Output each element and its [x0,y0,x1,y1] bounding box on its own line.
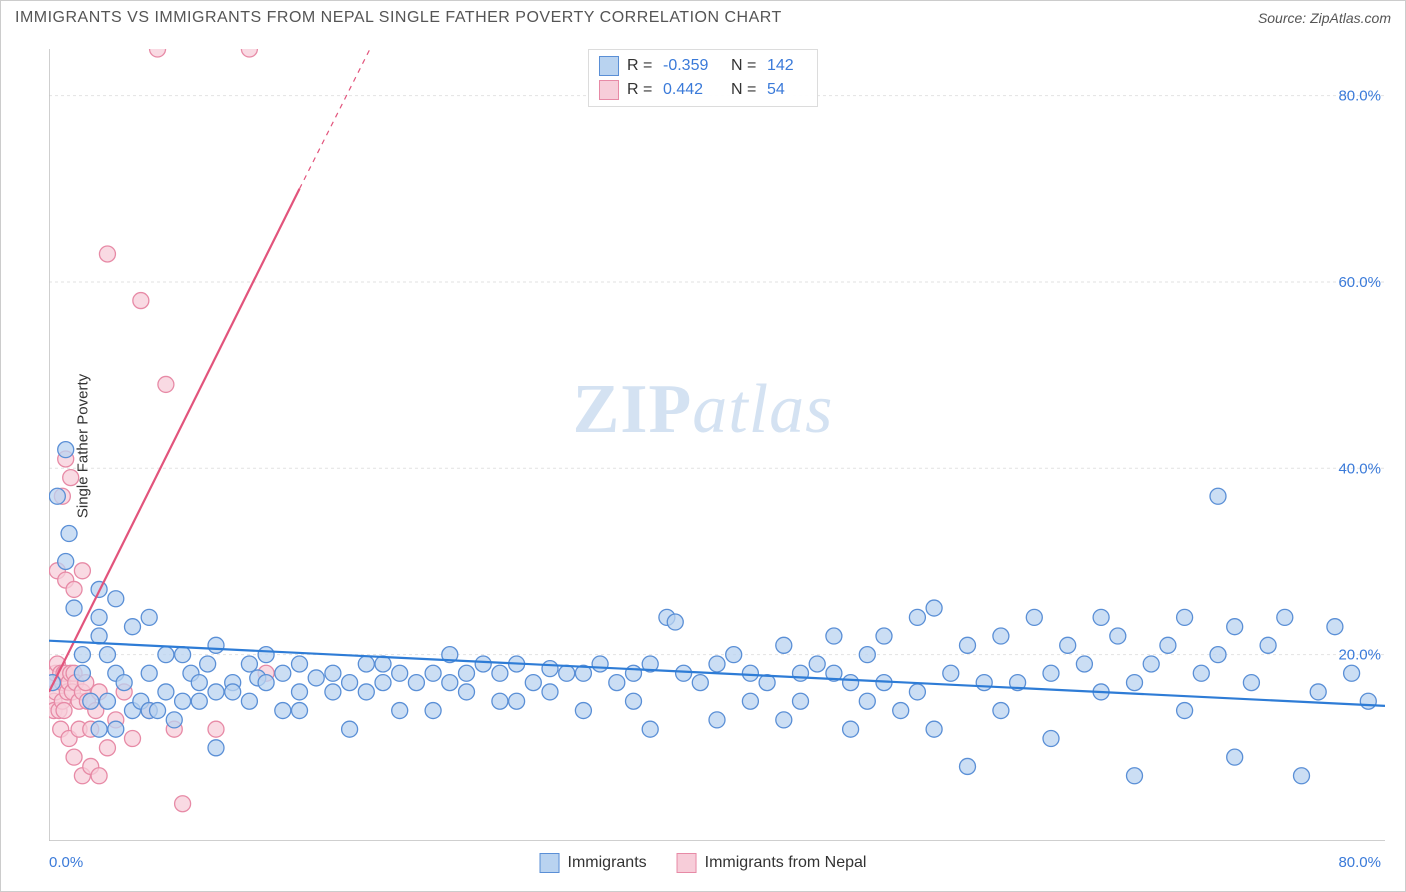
legend-swatch [599,56,619,76]
r-value: 0.442 [663,81,723,99]
svg-text:80.0%: 80.0% [1338,88,1381,105]
correlation-stats-box: R = -0.359 N = 142 R = 0.442 N = 54 [588,49,818,107]
n-label: N = [731,57,759,75]
scatter-plot-svg: 20.0% 40.0% 60.0% 80.0% [49,49,1385,841]
chart-container: IMMIGRANTS VS IMMIGRANTS FROM NEPAL SING… [0,0,1406,892]
stats-row: R = -0.359 N = 142 [599,54,807,78]
legend-swatch [540,853,560,873]
r-label: R = [627,81,655,99]
chart-title: IMMIGRANTS VS IMMIGRANTS FROM NEPAL SING… [15,9,782,27]
n-value: 142 [767,57,807,75]
legend-swatch [599,80,619,100]
n-label: N = [731,81,759,99]
legend-label: Immigrants [568,854,647,872]
plot-area: 20.0% 40.0% 60.0% 80.0% [49,49,1385,841]
legend-swatch [677,853,697,873]
r-value: -0.359 [663,57,723,75]
svg-text:20.0%: 20.0% [1338,647,1381,664]
x-axis-min-label: 0.0% [49,854,83,871]
x-axis-max-label: 80.0% [1338,854,1381,871]
stats-row: R = 0.442 N = 54 [599,78,807,102]
r-label: R = [627,57,655,75]
title-bar: IMMIGRANTS VS IMMIGRANTS FROM NEPAL SING… [1,1,1405,27]
svg-text:60.0%: 60.0% [1338,274,1381,291]
legend-item: Immigrants from Nepal [677,853,867,873]
legend: Immigrants Immigrants from Nepal [540,853,867,873]
legend-label: Immigrants from Nepal [705,854,867,872]
legend-item: Immigrants [540,853,647,873]
svg-text:40.0%: 40.0% [1338,460,1381,477]
n-value: 54 [767,81,807,99]
source-label: Source: ZipAtlas.com [1258,10,1391,26]
